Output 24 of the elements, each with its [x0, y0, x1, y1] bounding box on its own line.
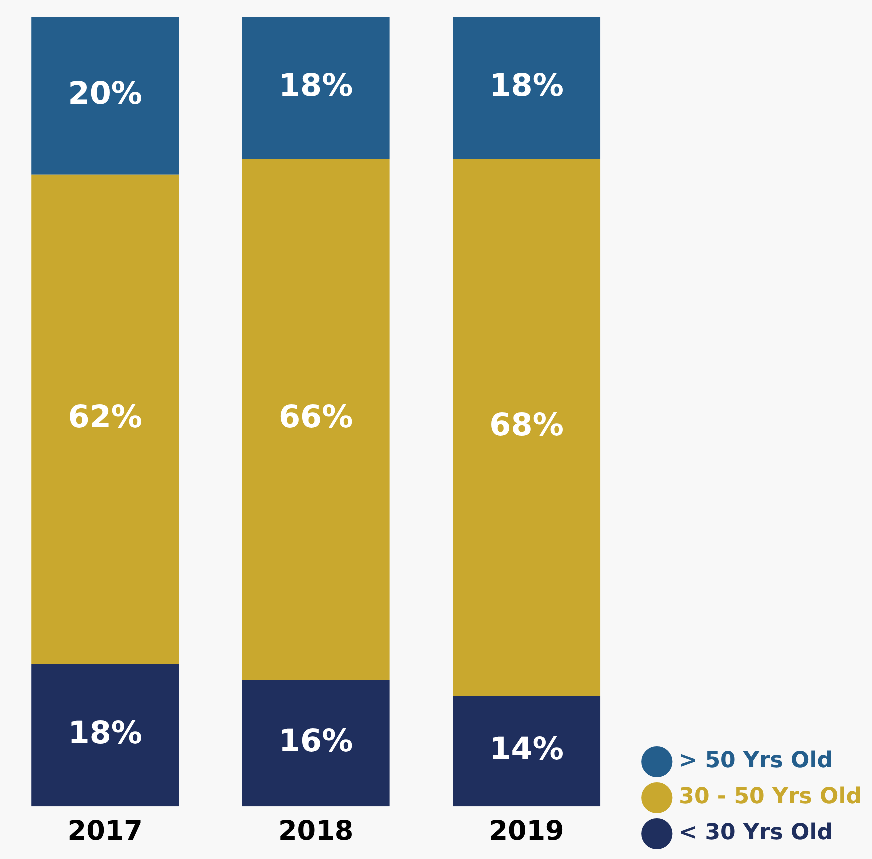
data-label: 18% — [278, 68, 354, 104]
bar — [242, 159, 390, 680]
bar — [32, 664, 180, 807]
bar — [453, 696, 601, 807]
data-label: 66% — [278, 400, 354, 436]
data-label: 14% — [490, 731, 564, 768]
bar — [453, 17, 601, 160]
bar — [32, 17, 180, 175]
data-label: 62% — [68, 400, 142, 436]
bar — [242, 680, 390, 807]
data-label: 18% — [490, 68, 564, 104]
x-tick-label: 2017 — [68, 816, 143, 847]
legend-label: > 50 Yrs Old — [679, 748, 834, 774]
x-tick-label: 2018 — [278, 816, 354, 847]
bar — [242, 17, 390, 160]
data-label: 18% — [68, 716, 142, 752]
legend-label: 30 - 50 Yrs Old — [679, 784, 862, 810]
bar — [32, 174, 180, 664]
data-label: 68% — [490, 408, 564, 444]
data-label: 20% — [68, 76, 142, 112]
legend-label: < 30 Yrs Old — [679, 820, 834, 846]
bar — [453, 159, 601, 696]
data-label: 16% — [278, 723, 354, 760]
x-tick-label: 2019 — [489, 816, 564, 847]
